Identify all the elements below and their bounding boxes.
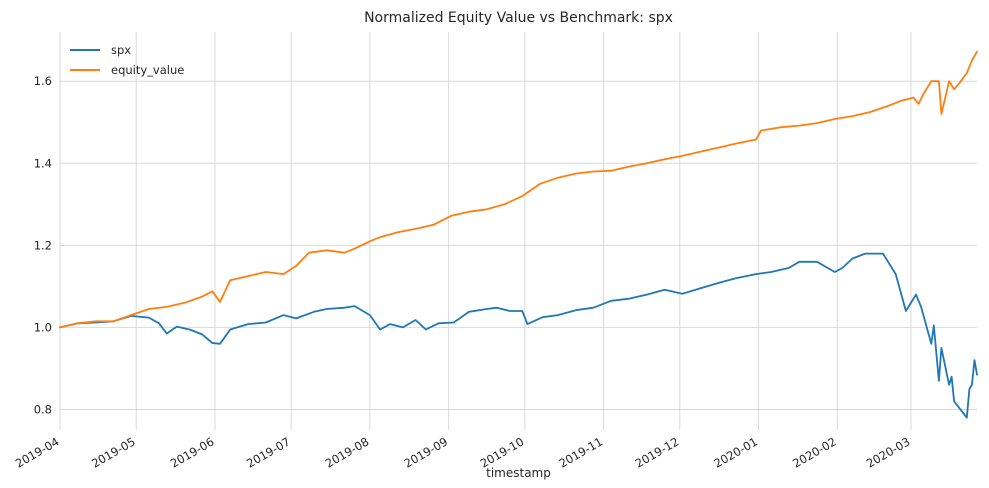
- x-tick-label: 2020-03: [864, 434, 913, 470]
- x-tick-label: 2019-07: [244, 434, 293, 470]
- y-tick-label: 1.6: [34, 74, 52, 88]
- x-tick-label: 2019-04: [13, 434, 62, 470]
- x-tick-label: 2020-02: [790, 434, 839, 470]
- y-tick-label: 0.8: [34, 402, 52, 416]
- series-line-spx: [59, 252, 978, 419]
- y-tick-label: 1.2: [34, 238, 52, 252]
- legend-label: equity_value: [111, 63, 184, 77]
- grid-lines: [59, 32, 977, 430]
- x-tick-label: 2019-12: [633, 434, 682, 470]
- x-axis-label: timestamp: [486, 466, 551, 480]
- legend: spx equity_value: [70, 43, 184, 77]
- x-tick-label: 2020-01: [711, 434, 760, 470]
- series-lines: [59, 50, 978, 419]
- x-axis-ticks: 2019-04 2019-05 2019-06 2019-07 2019-08 2019-…: [13, 434, 913, 470]
- legend-label: spx: [111, 43, 131, 57]
- chart-title: Normalized Equity Value vs Benchmark: sp…: [364, 10, 673, 26]
- x-tick-label: 2019-05: [89, 434, 138, 470]
- y-tick-label: 1.0: [34, 320, 52, 334]
- x-tick-label: 2019-11: [556, 434, 605, 470]
- y-tick-label: 1.4: [34, 156, 52, 170]
- x-tick-label: 2019-09: [402, 434, 451, 470]
- plot-area: [60, 32, 977, 430]
- y-axis-ticks: 0.8 1.0 1.2 1.4 1.6: [34, 74, 52, 416]
- series-line-equity-value: [59, 50, 978, 329]
- x-tick-label: 2019-08: [323, 434, 372, 470]
- x-tick-label: 2019-06: [168, 434, 217, 470]
